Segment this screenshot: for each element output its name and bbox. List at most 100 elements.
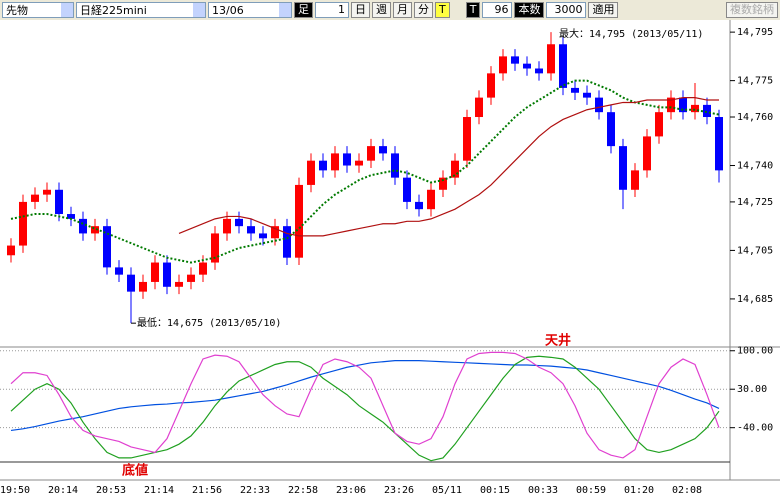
period-button[interactable]: 分 <box>414 2 433 18</box>
x-tick-label: 00:33 <box>528 485 558 496</box>
candle-body <box>175 281 183 287</box>
candle-body <box>415 201 423 210</box>
candle-body <box>211 233 219 263</box>
oscillator-line <box>10 351 720 459</box>
candle-body <box>67 214 75 219</box>
candle-body <box>331 153 339 171</box>
candle-body <box>43 189 51 195</box>
candle-body <box>199 262 207 275</box>
candle-body <box>523 63 531 69</box>
x-tick-label: 02:08 <box>672 485 702 496</box>
contract-select[interactable]: 13/06 <box>208 2 292 18</box>
y-tick-label: 14,725 <box>737 197 773 208</box>
tick-label: T <box>465 2 481 18</box>
oscillator-line <box>10 355 720 462</box>
candle-body <box>283 226 291 258</box>
candle-body <box>703 104 711 118</box>
x-tick-label: 19:50 <box>0 485 30 496</box>
candle-body <box>619 146 627 190</box>
candle-body <box>7 245 15 256</box>
count-label: 本数 <box>514 2 545 18</box>
candle-body <box>643 136 651 171</box>
candle-body <box>571 87 579 93</box>
x-tick-label: 05/11 <box>432 485 462 496</box>
candle-body <box>463 117 471 161</box>
top-label: 天井 <box>545 333 571 349</box>
candle-body <box>127 274 135 292</box>
x-tick-label: 21:56 <box>192 485 222 496</box>
x-tick-label: 23:26 <box>384 485 414 496</box>
candle-body <box>367 146 375 161</box>
candle-body <box>247 226 255 234</box>
y-tick-label: 14,775 <box>737 76 773 87</box>
candle-body <box>499 56 507 74</box>
period-button[interactable]: T <box>435 2 450 18</box>
y-tick-label: 100.00 <box>737 346 773 357</box>
apply-button[interactable]: 適用 <box>588 2 619 18</box>
count-input[interactable]: 96 <box>482 2 513 18</box>
candle-body <box>451 160 459 178</box>
oscillator-line <box>10 360 720 432</box>
candle-body <box>343 153 351 166</box>
candle-body <box>655 112 663 137</box>
candle-body <box>235 218 243 227</box>
candle-body <box>91 226 99 234</box>
candle-body <box>487 73 495 98</box>
moving-average <box>178 97 719 237</box>
chart: 14,685 14,705 14,725 14,740 14,760 14,775 14,7… <box>0 20 780 500</box>
y-tick-label: 14,795 <box>737 27 773 38</box>
candle-body <box>79 218 87 234</box>
candle-body <box>271 226 279 239</box>
candle-body <box>475 97 483 118</box>
candle-body <box>439 177 447 190</box>
candle-body <box>355 160 363 166</box>
x-tick-label: 00:15 <box>480 485 510 496</box>
x-tick-label: 20:53 <box>96 485 126 496</box>
x-tick-label: 00:59 <box>576 485 606 496</box>
candle-body <box>163 262 171 287</box>
candle-body <box>319 160 327 171</box>
candle-body <box>631 170 639 190</box>
candle-body <box>559 44 567 88</box>
candle-body <box>55 189 63 215</box>
candle-body <box>427 189 435 210</box>
candle-body <box>391 153 399 178</box>
count-max[interactable]: 3000 <box>546 2 587 18</box>
candle-body <box>115 267 123 275</box>
candle-body <box>223 218 231 234</box>
candle-body <box>103 226 111 268</box>
y-tick-label: -40.00 <box>737 423 773 434</box>
period-button[interactable]: 月 <box>393 2 412 18</box>
x-tick-label: 22:33 <box>240 485 270 496</box>
x-tick-label: 23:06 <box>336 485 366 496</box>
x-tick-label: 01:20 <box>624 485 654 496</box>
candle-body <box>187 274 195 282</box>
market-select[interactable]: 先物 <box>2 2 74 18</box>
bar-count[interactable]: 1 <box>315 2 349 18</box>
candle-body <box>595 97 603 113</box>
period-button[interactable]: 週 <box>372 2 391 18</box>
x-tick-label: 21:14 <box>144 485 174 496</box>
y-tick-label: 14,705 <box>737 245 773 256</box>
toolbar: 先物 日経225mini 13/06 足 1 日 週 月 分 T T 96 本数… <box>0 0 780 20</box>
candle-body <box>295 184 303 258</box>
candle-body <box>379 146 387 154</box>
candle-body <box>607 112 615 147</box>
candle-body <box>511 56 519 64</box>
x-tick-label: 20:14 <box>48 485 78 496</box>
bar-label: 足 <box>294 2 313 18</box>
multi-button[interactable]: 複数銘柄 <box>726 2 778 18</box>
period-button[interactable]: 日 <box>351 2 370 18</box>
candle-body <box>403 177 411 202</box>
y-tick-label: 30.00 <box>737 384 767 395</box>
candle-body <box>679 97 687 113</box>
candle-body <box>535 68 543 74</box>
candle-body <box>19 201 27 246</box>
y-tick-label: 14,740 <box>737 161 773 172</box>
candle-body <box>547 44 555 74</box>
candle-body <box>259 233 267 239</box>
y-tick-label: 14,685 <box>737 294 773 305</box>
symbol-select[interactable]: 日経225mini <box>76 2 206 18</box>
candle-body <box>31 194 39 202</box>
